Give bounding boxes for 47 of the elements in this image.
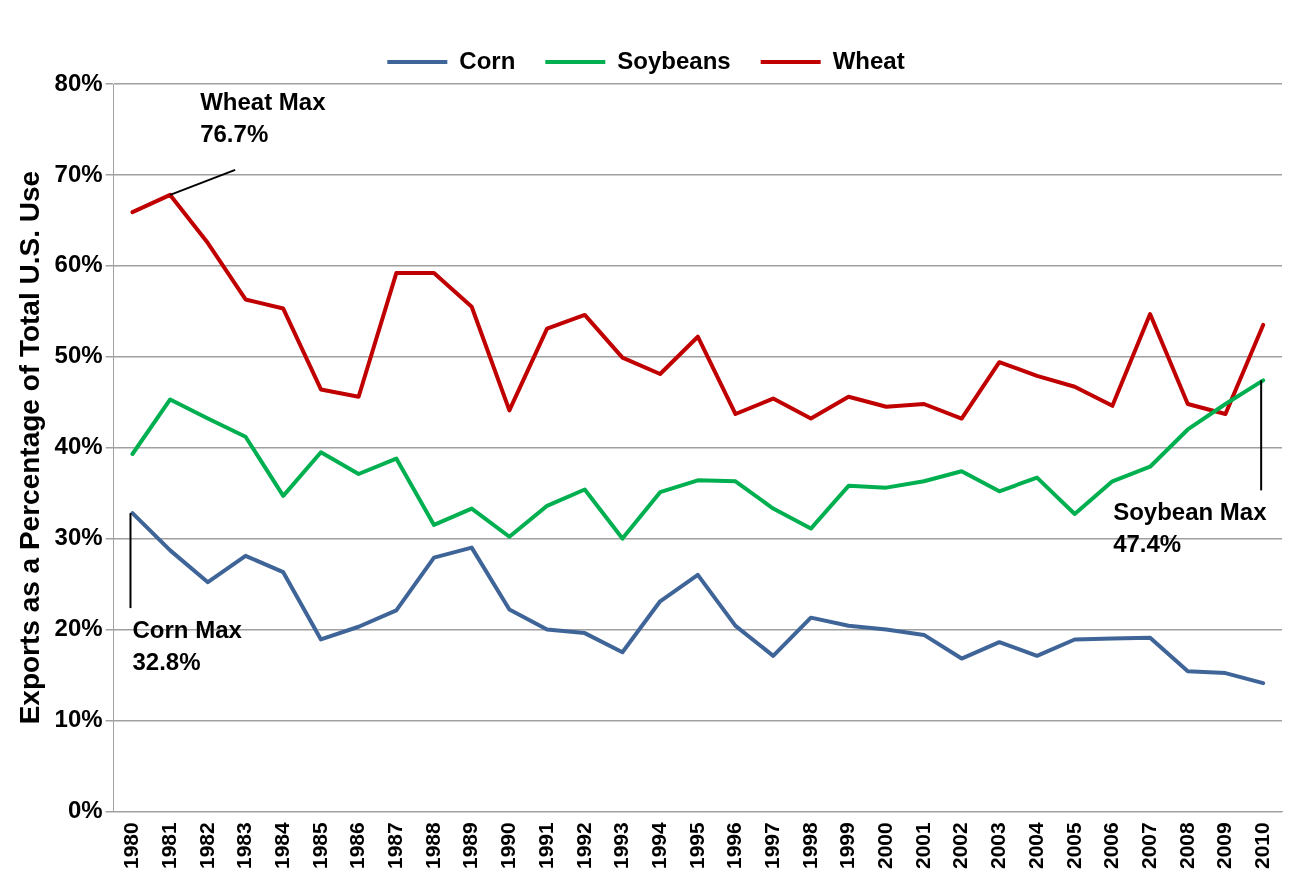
x-tick-label: 1991 <box>533 821 557 869</box>
x-tick-label: 1992 <box>571 822 595 869</box>
x-tick-label: 1984 <box>270 821 294 869</box>
x-tick-label: 1986 <box>345 822 369 869</box>
x-tick-label: 2005 <box>1061 821 1085 869</box>
x-tick-label: 1982 <box>194 822 218 869</box>
x-tick-label: 1998 <box>797 821 821 869</box>
y-axis-title: Exports as a Percentage of Total U.S. Use <box>13 170 45 725</box>
x-tick-label: 1987 <box>383 822 407 869</box>
x-tick-label: 1997 <box>759 822 783 869</box>
x-tick-label: 2008 <box>1174 821 1198 869</box>
x-tick-label: 1994 <box>646 821 670 869</box>
x-tick-label: 2000 <box>873 822 897 869</box>
x-tick-label: 2007 <box>1136 822 1160 869</box>
y-tick-label: 70% <box>54 159 103 187</box>
x-tick-label: 1999 <box>835 822 859 869</box>
y-tick-label: 50% <box>54 341 103 369</box>
x-tick-label: 1996 <box>722 822 746 869</box>
legend-label: Soybeans <box>617 46 731 74</box>
x-tick-label: 1990 <box>496 822 520 869</box>
x-tick-label: 1985 <box>307 821 331 869</box>
x-tick-label: 1981 <box>156 821 180 869</box>
y-tick-label: 10% <box>54 705 103 732</box>
x-tick-label: 2010 <box>1249 822 1273 869</box>
legend-label: Corn <box>459 46 516 74</box>
x-tick-label: 2003 <box>986 822 1010 869</box>
x-tick-label: 1988 <box>420 821 444 869</box>
x-tick-label: 2001 <box>910 821 934 869</box>
y-tick-label: 40% <box>54 432 103 460</box>
annotation: Corn Max 32.8% <box>132 616 243 676</box>
x-tick-label: 2002 <box>948 822 972 869</box>
y-tick-label: 20% <box>54 614 103 642</box>
x-tick-label: 2006 <box>1099 822 1123 869</box>
x-tick-label: 2004 <box>1023 821 1047 869</box>
annotation: Wheat Max 76.7% <box>200 87 327 147</box>
x-tick-label: 1983 <box>232 822 256 869</box>
legend-label: Wheat <box>832 46 905 74</box>
x-tick-label: 1993 <box>609 822 633 869</box>
y-tick-label: 30% <box>54 523 103 551</box>
y-tick-label: 60% <box>54 250 103 278</box>
y-tick-label: 0% <box>67 795 103 823</box>
x-tick-label: 1980 <box>119 822 143 869</box>
y-tick-label: 80% <box>54 68 103 96</box>
x-tick-label: 1989 <box>458 822 482 869</box>
x-tick-label: 1995 <box>684 821 708 869</box>
x-tick-label: 2009 <box>1212 822 1236 869</box>
annotation: Soybean Max 47.4% <box>1113 498 1268 558</box>
